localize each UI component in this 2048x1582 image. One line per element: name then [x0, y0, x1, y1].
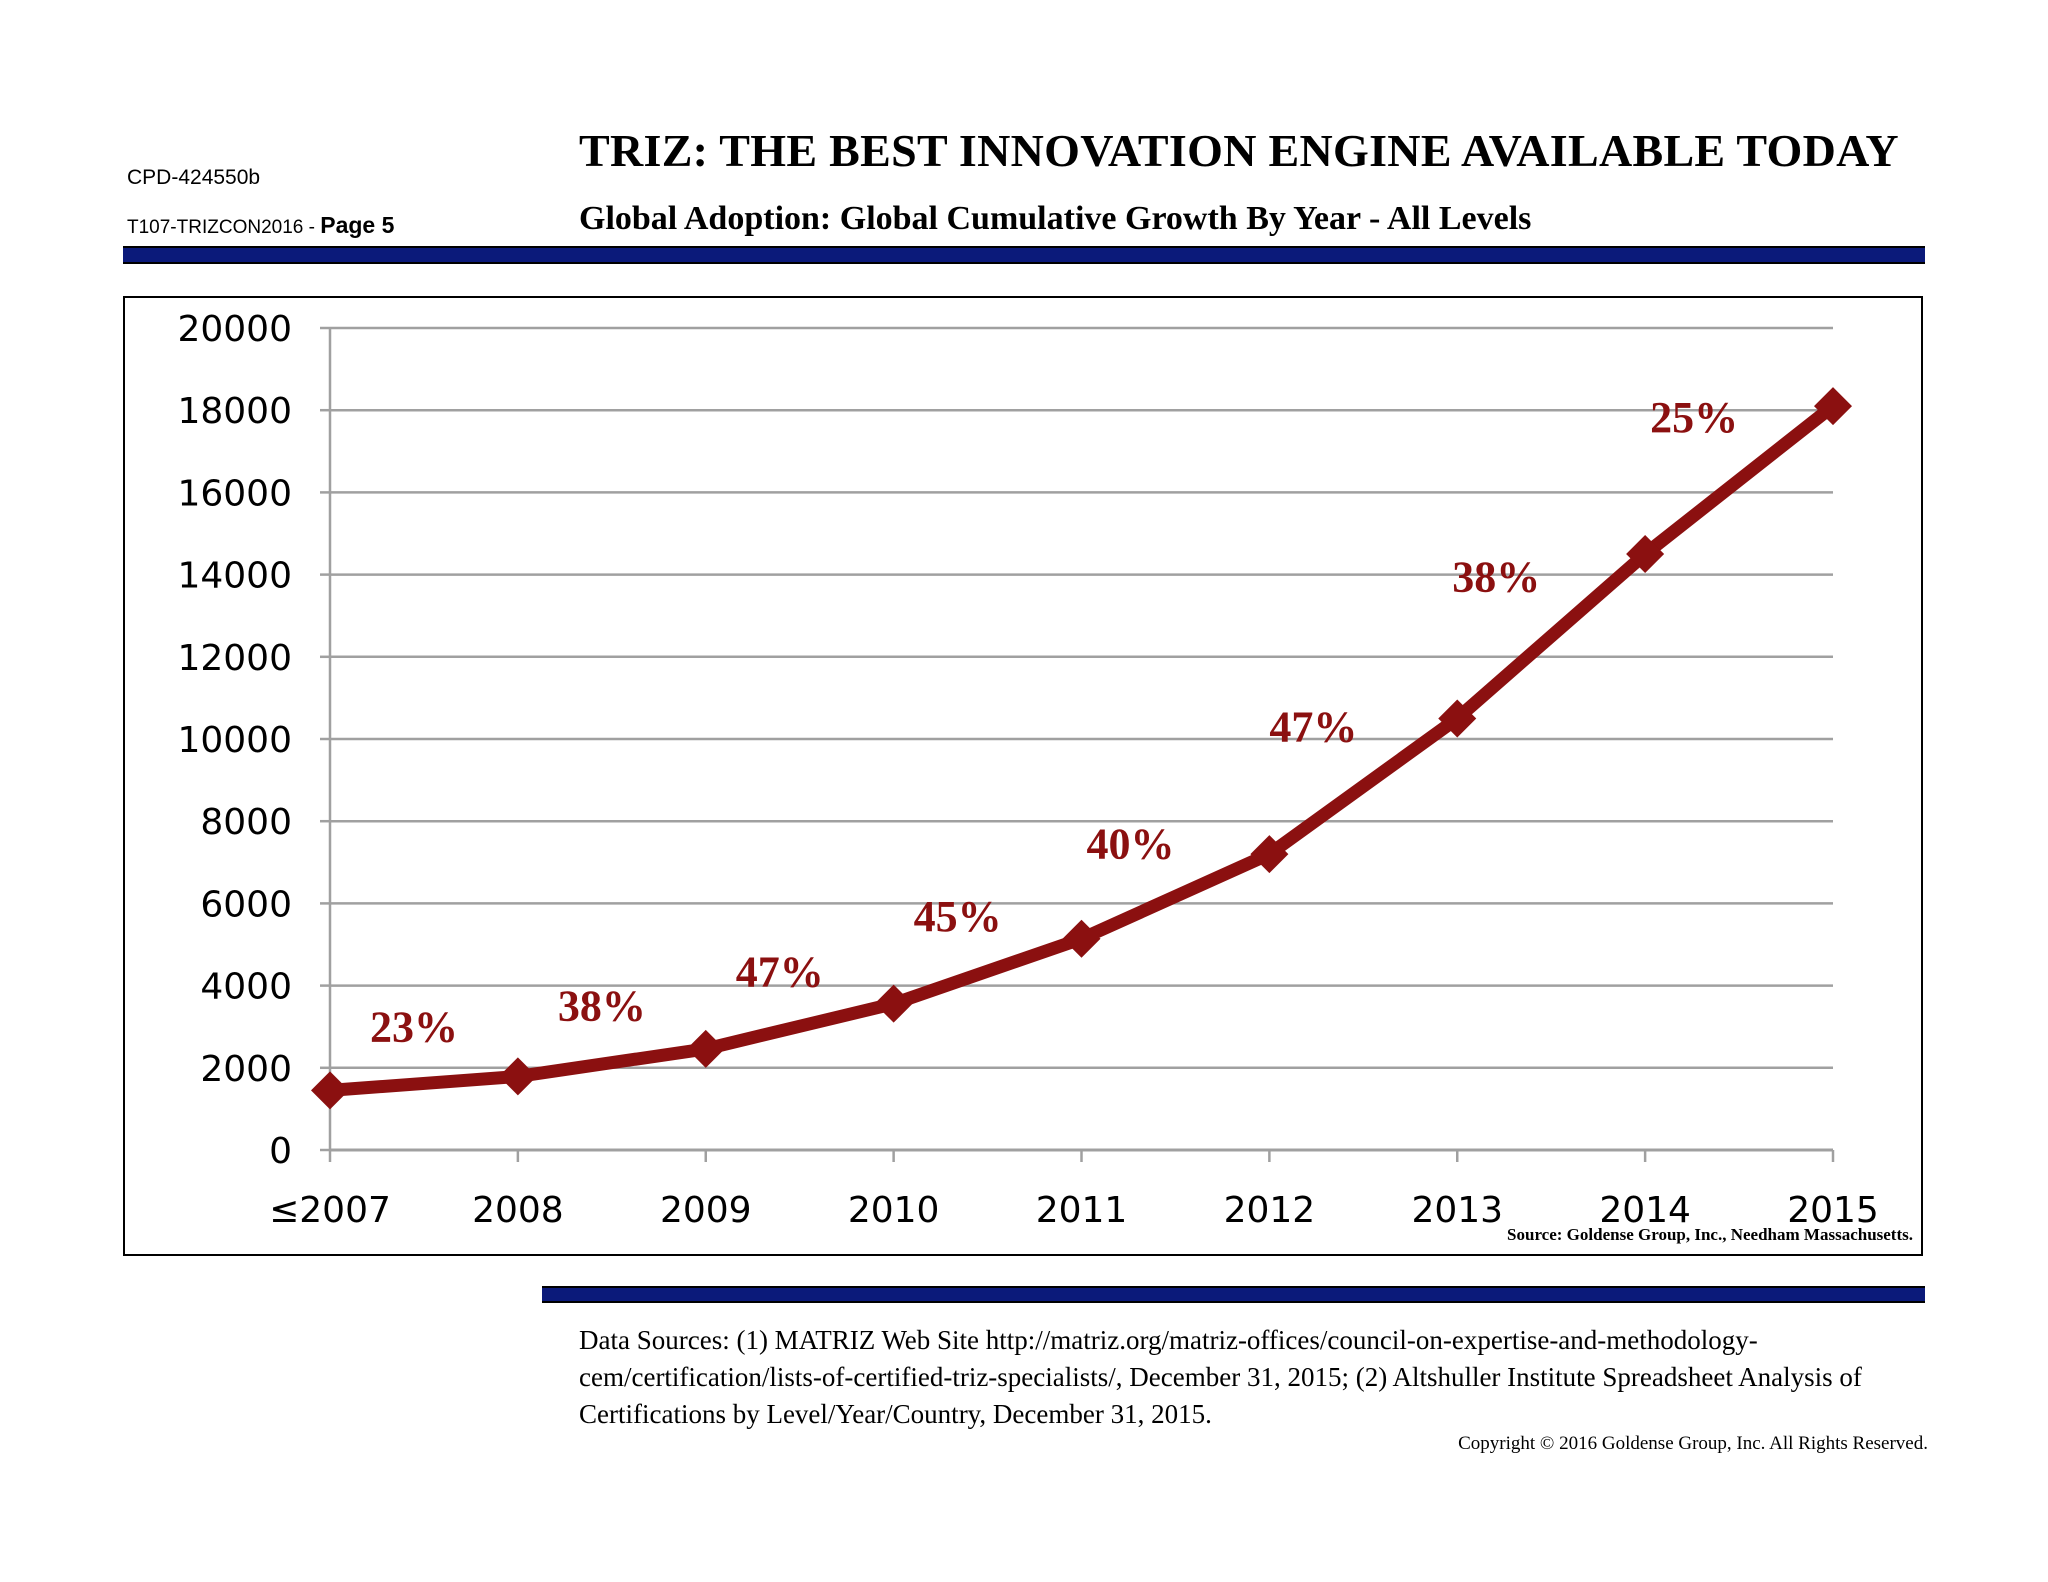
- page-ref-prefix: T107-TRIZCON2016 -: [127, 217, 321, 238]
- y-tick-label: 8000: [200, 802, 292, 843]
- data-point-marker: [1250, 835, 1289, 874]
- page-title: TRIZ: THE BEST INNOVATION ENGINE AVAILAB…: [579, 125, 1899, 176]
- line-chart: 0 2000 4000 6000 8000 10000 12000 14000 16000 180…: [177, 309, 1913, 1244]
- growth-label: 38%: [558, 982, 646, 1031]
- y-tick-label: 6000: [200, 884, 292, 925]
- y-tick-label: 20000: [177, 309, 292, 350]
- growth-label: 47%: [736, 947, 824, 996]
- chart-source-note: Source: Goldense Group, Inc., Needham Ma…: [1507, 1225, 1913, 1244]
- data-point-marker: [1062, 919, 1101, 958]
- data-point-marker: [686, 1029, 725, 1068]
- x-tick-label: 2012: [1224, 1190, 1316, 1231]
- growth-label: 47%: [1269, 702, 1357, 751]
- footer-divider-band: [542, 1286, 1925, 1303]
- growth-label: 38%: [1452, 552, 1540, 601]
- x-tick-label: 2015: [1787, 1190, 1879, 1231]
- document-id: CPD-424550b: [127, 166, 261, 189]
- growth-label: 40%: [1086, 819, 1174, 868]
- data-point-marker: [1438, 699, 1477, 738]
- series-line: [329, 400, 1838, 1097]
- y-tick-label: 10000: [177, 720, 292, 761]
- x-tick-label: 2011: [1036, 1190, 1128, 1231]
- y-tick-label: 18000: [177, 391, 292, 432]
- x-tick-label: 2014: [1599, 1190, 1691, 1231]
- copyright-notice: Copyright © 2016 Goldense Group, Inc. Al…: [1458, 1433, 1928, 1454]
- data-point-marker: [498, 1057, 537, 1096]
- data-point-marker: [311, 1071, 349, 1110]
- page-subtitle: Global Adoption: Global Cumulative Growt…: [579, 200, 1532, 237]
- data-point-marker: [874, 984, 913, 1023]
- y-tick-label: 2000: [200, 1049, 292, 1090]
- page-number: Page 5: [320, 212, 395, 238]
- chart-frame: 0 2000 4000 6000 8000 10000 12000 14000 16000 180…: [123, 296, 1923, 1256]
- x-tick-label: 2013: [1411, 1190, 1503, 1231]
- data-point-marker: [1814, 387, 1852, 426]
- y-tick-label: 14000: [177, 556, 292, 597]
- x-tick-label: 2010: [848, 1190, 940, 1231]
- growth-label: 23%: [370, 1002, 458, 1051]
- y-tick-label: 0: [269, 1131, 292, 1172]
- y-tick-label: 4000: [200, 967, 292, 1008]
- header-divider-band: [123, 246, 1925, 264]
- growth-label: 25%: [1650, 393, 1738, 442]
- y-tick-label: 12000: [177, 638, 292, 679]
- x-tick-label: 2008: [472, 1190, 564, 1231]
- x-tick-label: ≤2007: [269, 1190, 391, 1231]
- data-sources-note: Data Sources: (1) MATRIZ Web Site http:/…: [579, 1325, 1862, 1429]
- page-reference: T107-TRIZCON2016 - Page 5: [127, 212, 394, 239]
- data-point-marker: [1626, 535, 1665, 574]
- x-tick-label: 2009: [660, 1190, 752, 1231]
- growth-label: 45%: [914, 892, 1002, 941]
- y-tick-label: 16000: [177, 473, 292, 514]
